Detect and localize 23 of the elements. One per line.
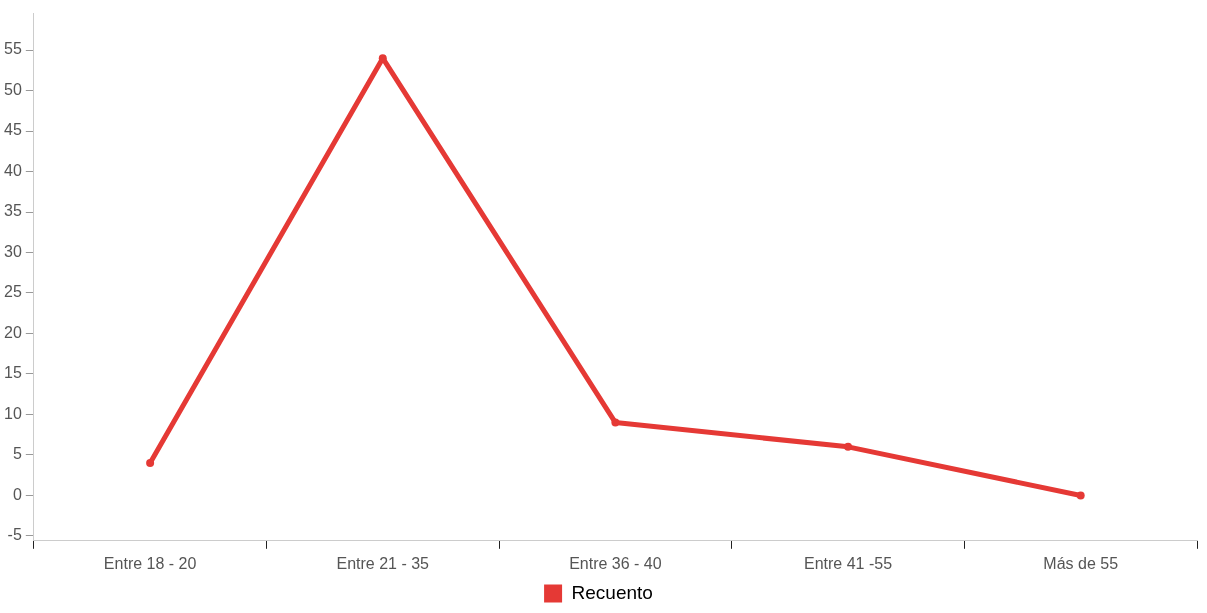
y-tick-label: 20 <box>4 323 22 341</box>
y-tick-label: 30 <box>4 242 22 260</box>
y-tick-label: 0 <box>12 485 22 503</box>
y-tick-label: 50 <box>4 80 22 98</box>
y-tick-label: 55 <box>4 40 22 58</box>
y-tick-label: 45 <box>4 121 22 139</box>
y-tick-label: 35 <box>4 202 22 220</box>
x-tick-label: Más de 55 <box>1043 554 1119 572</box>
y-tick-label: 40 <box>4 161 22 179</box>
point <box>1076 491 1085 500</box>
x-tick-label: Entre 36 - 40 <box>569 554 662 572</box>
y-tick-label: 15 <box>4 364 22 382</box>
legend-label: Recuento <box>571 581 653 603</box>
y-tick-label: 5 <box>12 445 22 463</box>
y-tick-label: 10 <box>4 404 22 422</box>
point <box>611 418 620 427</box>
point <box>844 442 853 451</box>
x-tick-label: Entre 18 - 20 <box>103 554 197 572</box>
x-tick-label: Entre 21 - 35 <box>336 554 430 572</box>
point <box>146 459 155 468</box>
y-tick-label: 25 <box>4 283 22 301</box>
y-tick-label: -5 <box>7 526 22 544</box>
x-tick-label: Entre 41 -55 <box>804 554 893 572</box>
